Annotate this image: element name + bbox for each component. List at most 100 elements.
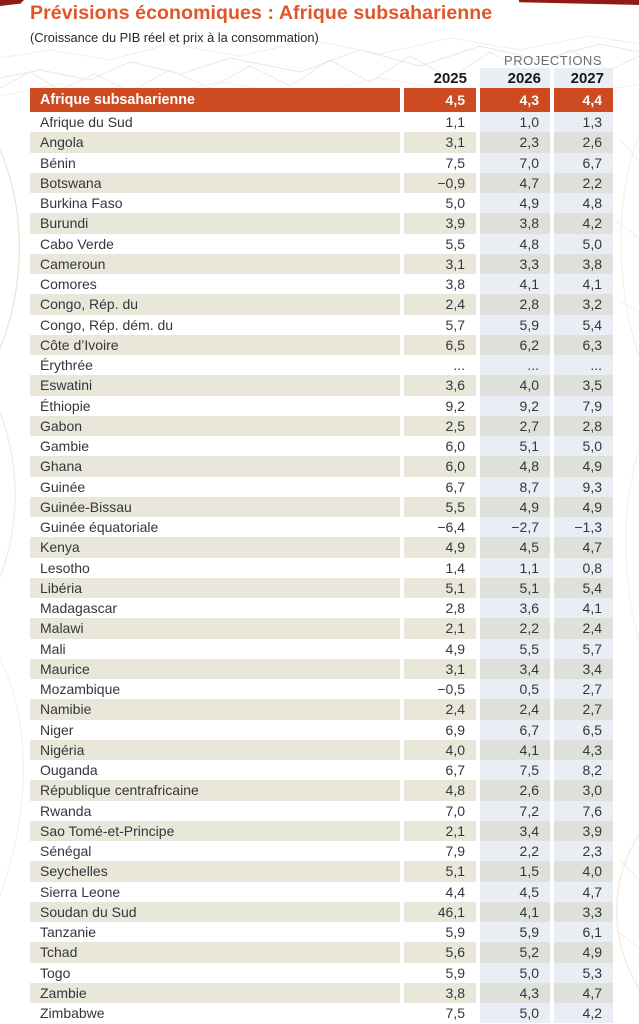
value-2026: 4,8: [480, 456, 550, 477]
table-row: Mali 4,9 5,5 5,7: [30, 638, 613, 659]
value-2027: 3,3: [554, 901, 613, 922]
value-2026: 4,1: [480, 274, 550, 295]
value-2025: 2,8: [404, 598, 476, 619]
value-2027: 1,3: [554, 112, 613, 133]
cell-divider: [476, 456, 480, 477]
value-2026: 1,5: [480, 861, 550, 882]
projections-table: PROJECTIONS 2025 2026 2027 Afrique subsa…: [30, 53, 613, 1024]
country-name: Lesotho: [30, 557, 400, 578]
country-name: Libéria: [30, 577, 400, 598]
year-2026: 2026: [480, 68, 550, 88]
value-2025: −0,5: [404, 679, 476, 700]
value-2027: 4,7: [554, 881, 613, 902]
cell-divider: [476, 112, 480, 133]
table-row: Côte d’Ivoire 6,5 6,2 6,3: [30, 334, 613, 355]
value-2027: −1,3: [554, 517, 613, 538]
value-2026: 2,2: [480, 618, 550, 639]
table-row: Rwanda 7,0 7,2 7,6: [30, 800, 613, 821]
country-name: Kenya: [30, 537, 400, 558]
value-2026: 2,8: [480, 294, 550, 315]
cell-divider: [476, 517, 480, 538]
country-name: Madagascar: [30, 598, 400, 619]
table-row: Seychelles 5,1 1,5 4,0: [30, 861, 613, 882]
country-name: Guinée-Bissau: [30, 496, 400, 517]
page-title: Prévisions économiques : Afrique subsaha…: [30, 2, 493, 24]
year-header-row: 2025 2026 2027: [30, 68, 613, 88]
table-row: Cabo Verde 5,5 4,8 5,0: [30, 233, 613, 254]
value-2025: 1,4: [404, 557, 476, 578]
cell-divider: [476, 719, 480, 740]
value-2026: 3,3: [480, 253, 550, 274]
value-2025: 7,0: [404, 800, 476, 821]
cell-divider: [476, 496, 480, 517]
cell-divider: [550, 375, 554, 396]
value-2027: 4,9: [554, 496, 613, 517]
cell-divider: [476, 375, 480, 396]
cell-divider: [400, 618, 404, 639]
value-2026: 4,1: [480, 901, 550, 922]
cell-divider: [550, 476, 554, 497]
country-name: Guinée équatoriale: [30, 517, 400, 538]
country-name: Maurice: [30, 658, 400, 679]
top-ribbon-left: [0, 0, 24, 6]
value-2027: 4,3: [554, 739, 613, 760]
value-2025: 4,9: [404, 638, 476, 659]
table-row: Burkina Faso 5,0 4,9 4,8: [30, 193, 613, 214]
country-name: Nigéria: [30, 739, 400, 760]
cell-divider: [400, 314, 404, 335]
cell-divider: [476, 172, 480, 193]
table-row: Niger 6,9 6,7 6,5: [30, 719, 613, 740]
cell-divider: [400, 375, 404, 396]
country-name: Guinée: [30, 476, 400, 497]
cell-divider: [476, 861, 480, 882]
cell-divider: [550, 901, 554, 922]
cell-divider: [400, 739, 404, 760]
cell-divider: [400, 476, 404, 497]
value-2026: 3,4: [480, 820, 550, 841]
value-2027: 4,0: [554, 861, 613, 882]
cell-divider: [476, 395, 480, 416]
cell-divider: [550, 213, 554, 234]
value-2027: 7,9: [554, 395, 613, 416]
country-name: Gambie: [30, 436, 400, 457]
cell-divider: [550, 274, 554, 295]
country-name: Zimbabwe: [30, 1003, 400, 1024]
value-2027: 3,0: [554, 780, 613, 801]
country-name: République centrafricaine: [30, 780, 400, 801]
value-2026: 9,2: [480, 395, 550, 416]
country-name: Côte d’Ivoire: [30, 334, 400, 355]
value-2025: 6,9: [404, 719, 476, 740]
value-2025: 4,0: [404, 739, 476, 760]
value-2026: 4,5: [480, 881, 550, 902]
cell-divider: [550, 577, 554, 598]
cell-divider: [550, 699, 554, 720]
cell-divider: [476, 942, 480, 963]
value-2027: 7,6: [554, 800, 613, 821]
cell-divider: [476, 476, 480, 497]
cell-divider: [476, 577, 480, 598]
country-name: Togo: [30, 962, 400, 983]
cell-divider: [476, 760, 480, 781]
cell-divider: [550, 820, 554, 841]
value-2026: 0,5: [480, 679, 550, 700]
value-2027: 2,7: [554, 679, 613, 700]
cell-divider: [550, 415, 554, 436]
country-name: Érythrée: [30, 355, 400, 376]
cell-divider: [400, 719, 404, 740]
cell-divider: [400, 780, 404, 801]
cell-divider: [476, 314, 480, 335]
value-2026: 4,5: [480, 537, 550, 558]
table-row: Bénin 7,5 7,0 6,7: [30, 152, 613, 173]
value-2027: 5,0: [554, 233, 613, 254]
value-2025: 5,1: [404, 861, 476, 882]
region-name: Afrique subsaharienne: [30, 88, 400, 112]
cell-divider: [476, 800, 480, 821]
cell-divider: [550, 193, 554, 214]
value-2026: 2,2: [480, 841, 550, 862]
cell-divider: [400, 193, 404, 214]
country-name: Afrique du Sud: [30, 112, 400, 133]
year-2027: 2027: [554, 68, 613, 88]
cell-divider: [476, 881, 480, 902]
cell-divider: [550, 112, 554, 133]
table-row: Mozambique −0,5 0,5 2,7: [30, 679, 613, 700]
